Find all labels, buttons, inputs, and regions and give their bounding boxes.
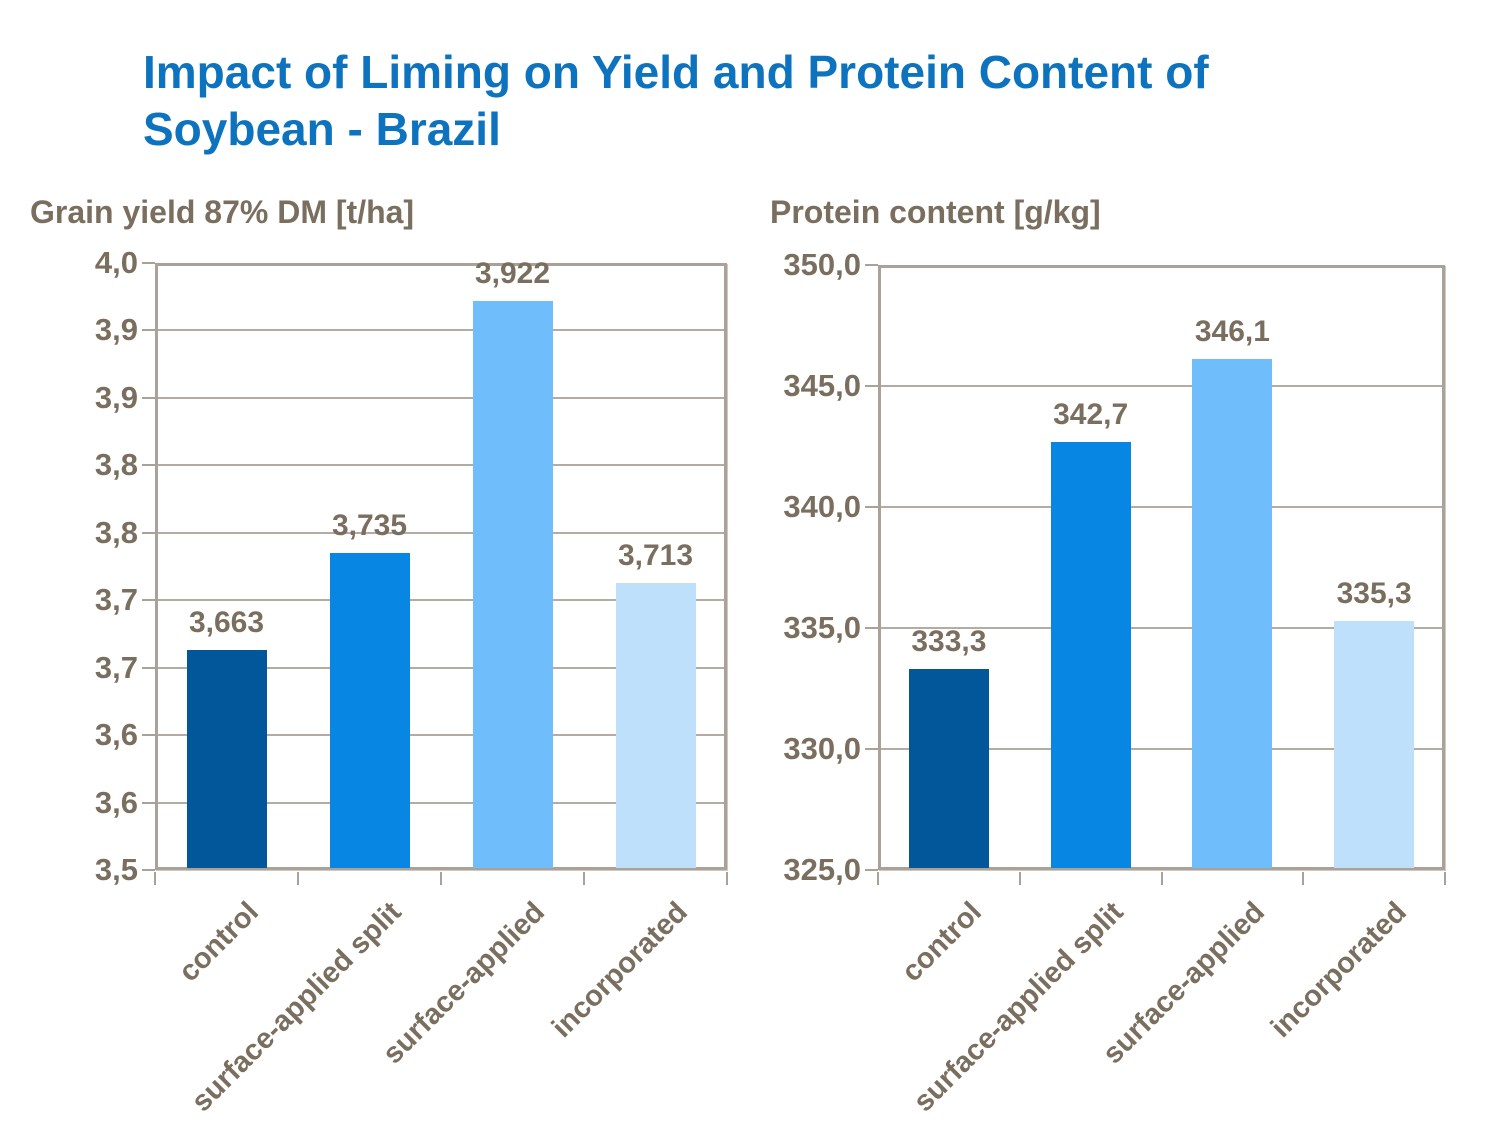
x-tick-mark — [154, 872, 156, 885]
category-label: control — [895, 896, 988, 989]
y-tick-mark — [142, 869, 155, 871]
gridline — [158, 329, 724, 332]
x-tick-mark — [877, 872, 879, 885]
gridline — [881, 748, 1442, 750]
y-tick-label: 345,0 — [783, 368, 861, 403]
y-tick-label: 350,0 — [783, 247, 861, 282]
x-tick-mark — [1444, 872, 1446, 885]
bar — [1334, 620, 1415, 868]
gridline — [158, 531, 724, 534]
bar-value-label: 335,3 — [1336, 576, 1412, 610]
y-tick-label: 340,0 — [783, 489, 861, 524]
gridline — [158, 599, 724, 602]
y-tick-mark — [865, 506, 878, 508]
y-tick-mark — [142, 801, 155, 804]
x-tick-mark — [297, 872, 299, 885]
bar — [472, 300, 553, 868]
gridline — [881, 627, 1442, 629]
y-tick-label: 3,9 — [94, 379, 138, 415]
bar — [329, 553, 410, 868]
y-tick-label: 3,5 — [94, 852, 138, 887]
grain-yield-axis-title: Grain yield 87% DM [t/ha] — [30, 194, 415, 230]
category-label: incorporated — [1264, 896, 1413, 1044]
protein-content-axis-title: Protein content [g/kg] — [770, 194, 1101, 230]
page-title-line1: Impact of Liming on Yield and Protein Co… — [143, 46, 1209, 98]
y-tick-mark — [865, 869, 878, 871]
bar — [1050, 441, 1131, 868]
bar — [908, 669, 989, 868]
gridline — [158, 464, 724, 467]
y-tick-mark — [865, 264, 878, 266]
y-tick-label: 3,8 — [94, 514, 138, 550]
bar-value-label: 346,1 — [1194, 315, 1270, 349]
bar-value-label: 3,663 — [188, 606, 265, 640]
y-tick-mark — [142, 599, 155, 602]
y-tick-mark — [865, 627, 878, 629]
page-title: Impact of Liming on Yield and Protein Co… — [143, 44, 1383, 158]
y-tick-label: 3,7 — [94, 649, 138, 685]
y-tick-label: 3,9 — [94, 312, 138, 348]
bar — [1192, 359, 1273, 868]
y-tick-mark — [142, 666, 155, 669]
gridline — [158, 396, 724, 399]
x-tick-mark — [583, 872, 585, 885]
y-tick-mark — [865, 748, 878, 750]
gridline — [158, 666, 724, 669]
gridline — [158, 801, 724, 804]
x-tick-mark — [726, 872, 728, 885]
y-tick-label: 4,0 — [94, 245, 138, 280]
x-tick-mark — [440, 872, 442, 885]
y-tick-mark — [142, 262, 155, 264]
y-tick-label: 330,0 — [783, 731, 861, 766]
x-tick-mark — [1302, 872, 1305, 885]
bar-value-label: 333,3 — [911, 625, 987, 659]
y-tick-label: 3,6 — [94, 717, 138, 753]
bar — [615, 582, 696, 868]
category-label: control — [173, 896, 266, 989]
y-tick-mark — [865, 385, 878, 387]
y-tick-mark — [142, 464, 155, 467]
y-tick-label: 3,7 — [94, 582, 138, 618]
bar-value-label: 3,922 — [474, 256, 551, 290]
x-tick-mark — [1018, 872, 1021, 885]
y-tick-mark — [142, 734, 155, 737]
y-tick-mark — [142, 531, 155, 534]
y-tick-mark — [142, 396, 155, 399]
gridline — [881, 506, 1442, 508]
bar — [186, 650, 267, 868]
page-title-line2: Soybean - Brazil — [143, 103, 501, 155]
bar-value-label: 3,713 — [617, 538, 694, 572]
x-tick-mark — [1160, 872, 1163, 885]
gridline — [881, 385, 1442, 387]
y-tick-label: 3,6 — [94, 784, 138, 820]
gridline — [158, 734, 724, 737]
bar-value-label: 342,7 — [1053, 397, 1129, 431]
bar-value-label: 3,735 — [331, 509, 408, 542]
category-label: incorporated — [546, 896, 695, 1044]
y-tick-label: 325,0 — [783, 852, 861, 887]
y-tick-label: 335,0 — [783, 610, 861, 645]
y-tick-label: 3,8 — [94, 447, 138, 483]
y-tick-mark — [142, 329, 155, 332]
